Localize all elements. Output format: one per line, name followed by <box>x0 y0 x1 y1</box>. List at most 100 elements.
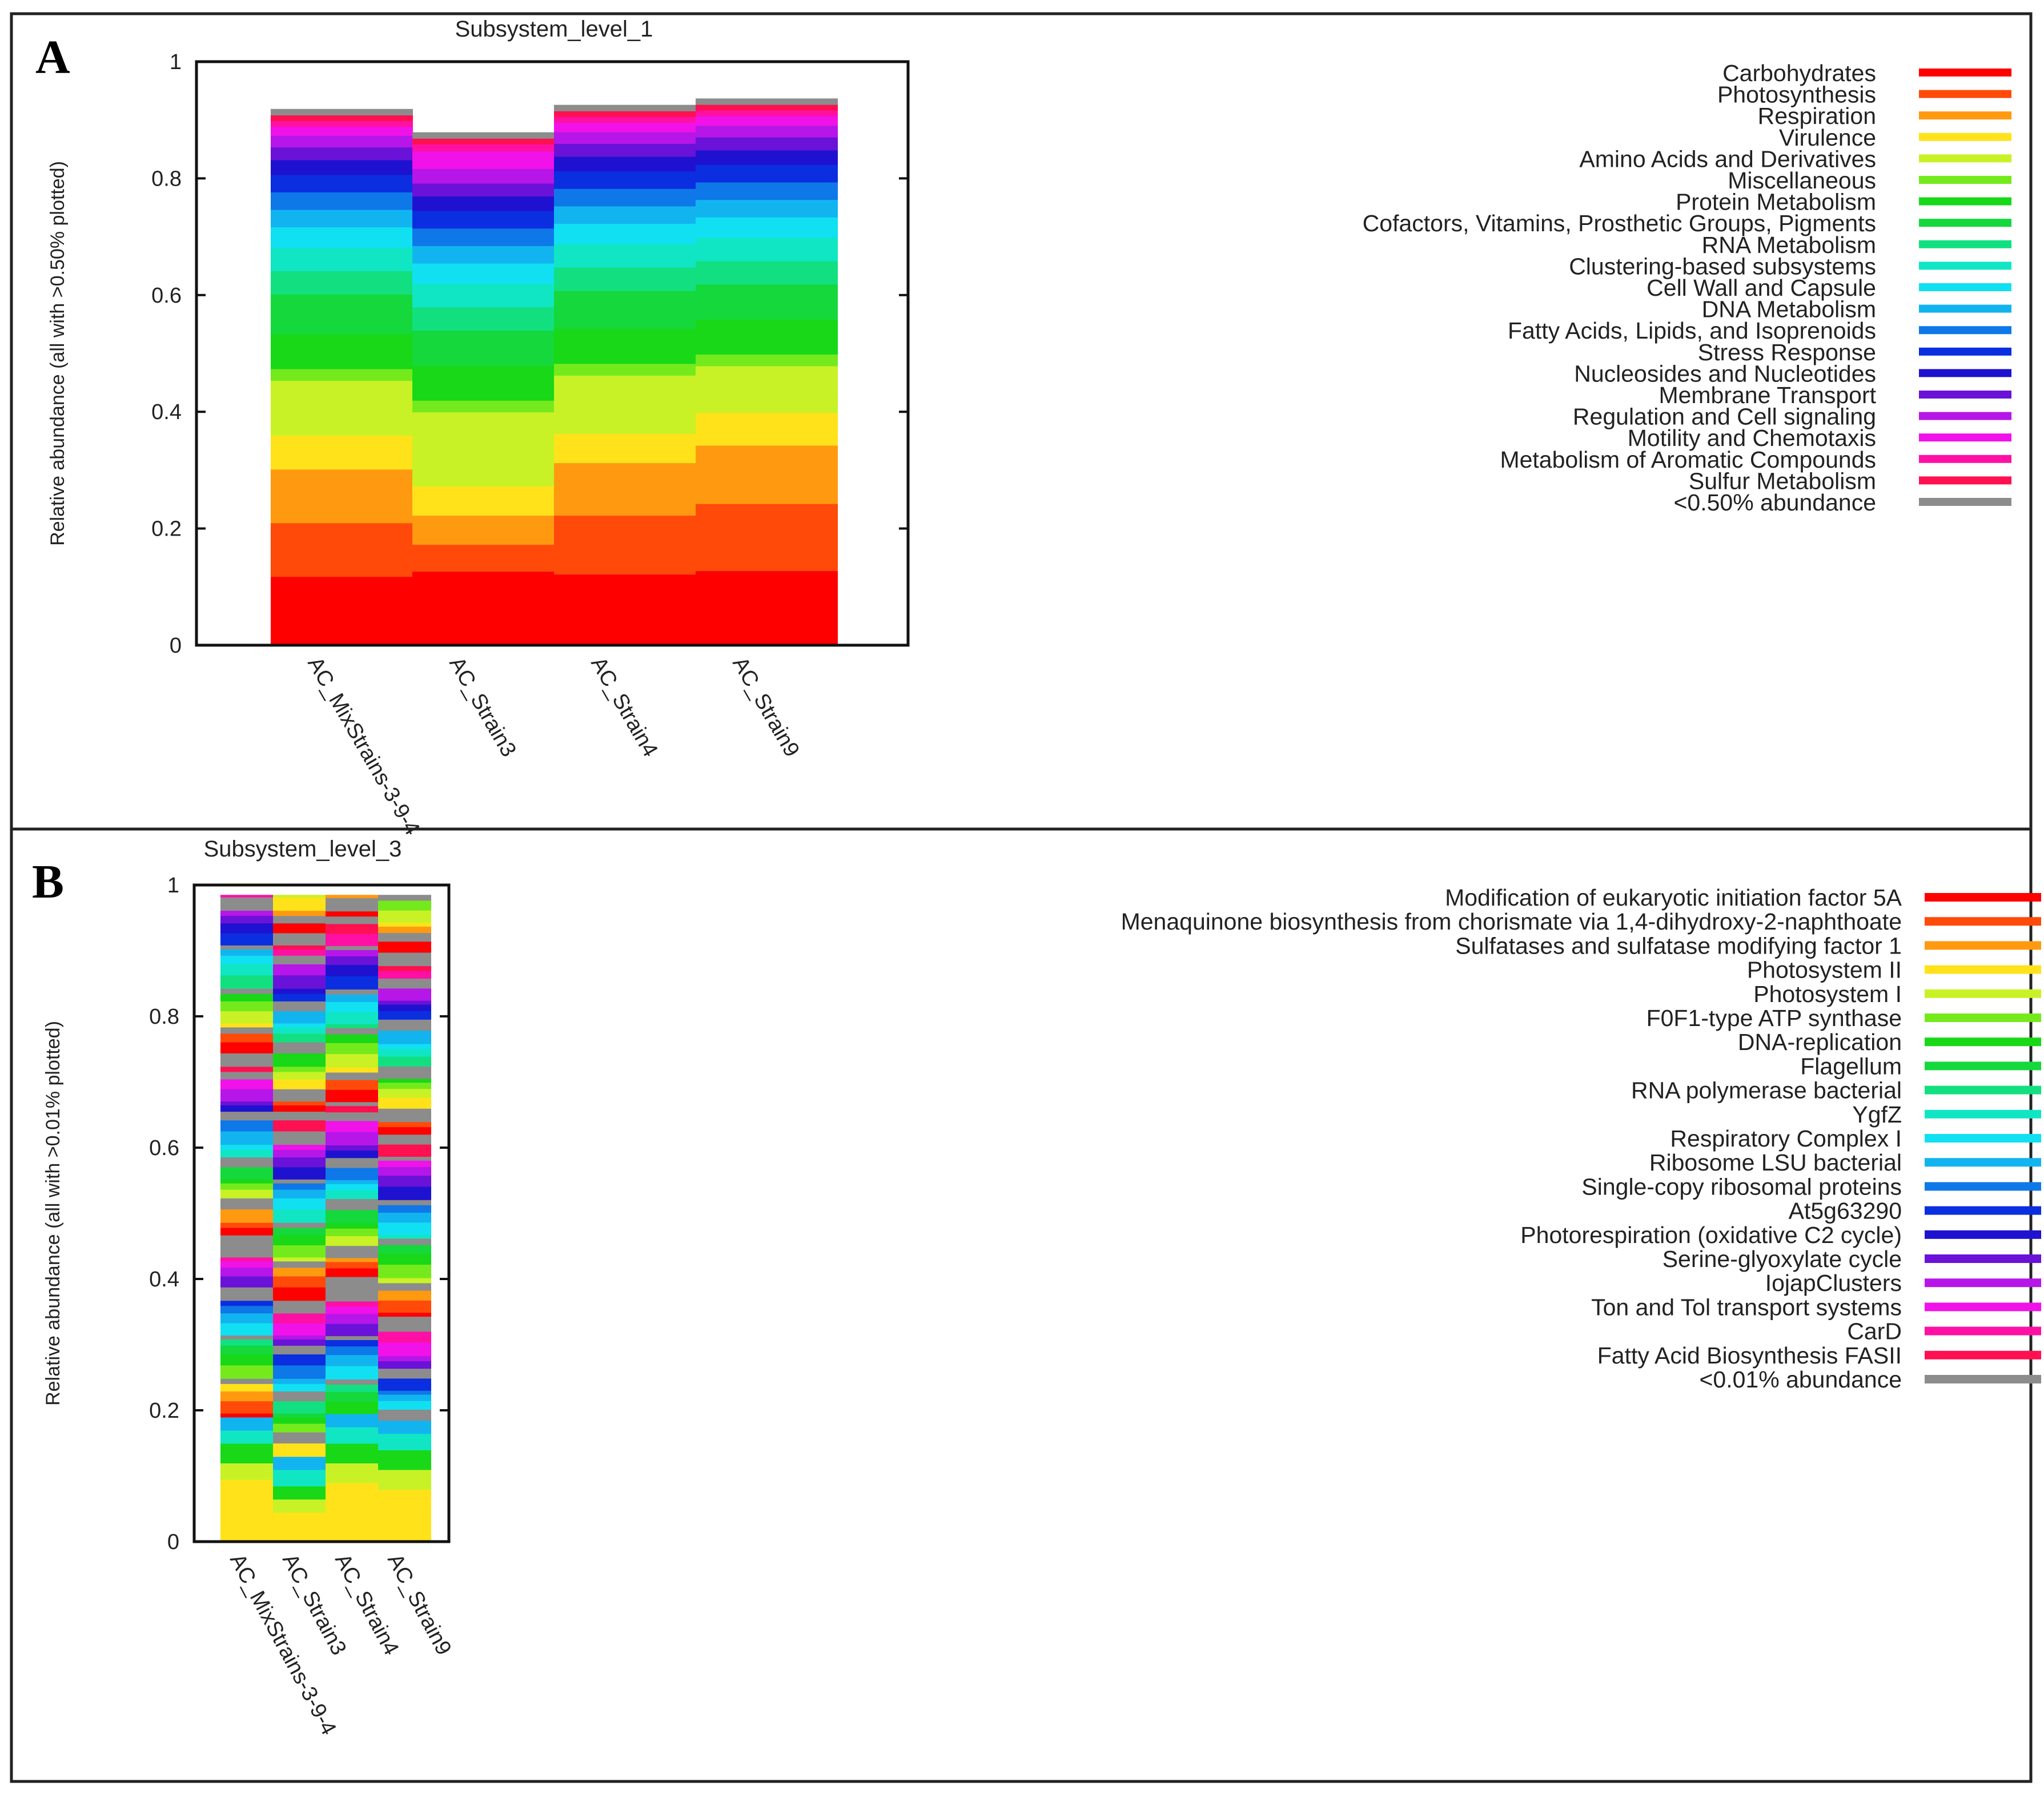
bar-segment <box>378 1043 431 1049</box>
bar-segment <box>271 135 413 148</box>
bar-segment <box>326 1079 379 1090</box>
bar-segment <box>326 1482 379 1542</box>
bar-segment <box>273 1423 326 1433</box>
bar-segment <box>220 1443 274 1463</box>
bar-segment <box>326 1287 379 1302</box>
bar-segment <box>273 1000 326 1012</box>
bar-segment <box>271 174 413 192</box>
bar-segment <box>326 1379 379 1385</box>
bar-segment <box>326 1072 379 1080</box>
bar-segment <box>326 988 379 995</box>
bar-segment <box>326 1340 379 1347</box>
bar-segment <box>271 120 413 127</box>
bar-segment <box>220 1244 274 1258</box>
chart-b-plot-frame <box>192 883 451 1543</box>
bar-segment <box>696 284 838 320</box>
bar-segment <box>378 1394 431 1401</box>
bar-segment <box>378 1361 431 1369</box>
panel-a-letter: A <box>35 31 70 84</box>
legend-swatch <box>1919 219 2011 227</box>
bar-segment <box>326 1365 379 1380</box>
bar-segment <box>273 1334 326 1340</box>
bar-segment <box>554 171 696 189</box>
bar-segment <box>378 1378 431 1391</box>
chart-a-ytick-label: 0 <box>170 634 182 658</box>
bar-segment <box>273 948 326 956</box>
legend-label: <0.01% abundance <box>1699 1366 1902 1393</box>
legend-swatch <box>1925 1302 2041 1312</box>
bar-segment <box>271 293 413 335</box>
bar-segment <box>554 143 696 157</box>
legend-label: Fatty Acids, Lipids, and Isoprenoids <box>1508 317 1876 344</box>
chart-a-ytick-label: 0.2 <box>151 517 182 541</box>
bar-segment <box>378 1175 431 1187</box>
bar-segment <box>378 1300 431 1313</box>
bar-segment <box>378 1212 431 1223</box>
bar-segment <box>378 1253 431 1265</box>
bar-segment <box>412 144 555 152</box>
legend-label: Amino Acids and Derivatives <box>1579 146 1876 172</box>
bar-segment <box>554 156 696 172</box>
bar-segment <box>696 570 838 646</box>
bar-segment <box>326 1027 379 1035</box>
bar-segment <box>412 330 555 366</box>
bar-segment <box>271 380 413 436</box>
bar-segment <box>220 1120 274 1132</box>
legend-label: RNA Metabolism <box>1702 232 1876 258</box>
bar-segment <box>220 1189 274 1198</box>
bar-segment <box>378 922 431 927</box>
bar-segment <box>554 462 696 516</box>
legend-label: Respiratory Complex I <box>1670 1125 1902 1152</box>
bar-segment <box>220 948 274 956</box>
legend-label: Metabolism of Aromatic Compounds <box>1500 447 1876 473</box>
bar-segment <box>273 932 326 946</box>
legend-swatch <box>1925 941 2041 950</box>
bar-segment <box>378 1166 431 1176</box>
legend-label: Carbohydrates <box>1722 60 1876 86</box>
bar-segment <box>378 1322 431 1332</box>
legend-label: Motility and Chemotaxis <box>1628 425 1876 451</box>
bar-segment <box>554 122 696 132</box>
bar-segment <box>220 1413 274 1418</box>
legend-label: Respiration <box>1758 103 1876 129</box>
bar-segment <box>271 115 413 122</box>
bar-segment <box>271 209 413 228</box>
bar-segment <box>326 1323 379 1337</box>
bar-segment <box>378 1088 431 1098</box>
bar-segment <box>326 1413 379 1427</box>
chart-b-title: Subsystem_level_3 <box>204 836 402 862</box>
bar-segment <box>271 126 413 136</box>
bar-segment <box>271 522 413 577</box>
legend-swatch <box>1925 1230 2041 1239</box>
bar-segment <box>220 1300 274 1306</box>
bar-segment <box>554 243 696 268</box>
legend-swatch <box>1919 262 2011 270</box>
bar-segment <box>326 1001 379 1012</box>
chart-b-ytick-label: 0.6 <box>149 1136 179 1160</box>
bar-segment <box>273 1383 326 1391</box>
bar-segment <box>378 1290 431 1301</box>
bar-segment <box>220 964 274 976</box>
bar-segment <box>273 1486 326 1500</box>
bar-segment <box>220 1286 274 1301</box>
legend-swatch <box>1925 1109 2041 1119</box>
bar-segment <box>412 196 555 211</box>
bar-segment <box>273 1131 326 1145</box>
panel-b-letter: B <box>32 855 64 908</box>
bar-segment <box>273 1413 326 1418</box>
legend-label: Photorespiration (oxidative C2 cycle) <box>1520 1222 1902 1248</box>
bar-segment <box>220 1066 274 1072</box>
bar-segment <box>378 895 431 901</box>
bar-segment <box>554 104 696 111</box>
chart-a-ytick-label: 0.6 <box>151 284 182 308</box>
chart-b-ytick-label: 0.8 <box>149 1005 179 1029</box>
legend-swatch <box>1919 304 2011 313</box>
legend-swatch <box>1919 90 2011 98</box>
bar-segment <box>378 1030 431 1044</box>
bar-segment <box>378 1121 431 1128</box>
chart-a-xtick-label: AC_MixStrains-3-9-4 <box>303 653 424 839</box>
bar-segment <box>220 1354 274 1366</box>
bar-segment <box>326 949 379 956</box>
bar-segment <box>412 132 555 139</box>
bar-segment <box>220 1305 274 1314</box>
